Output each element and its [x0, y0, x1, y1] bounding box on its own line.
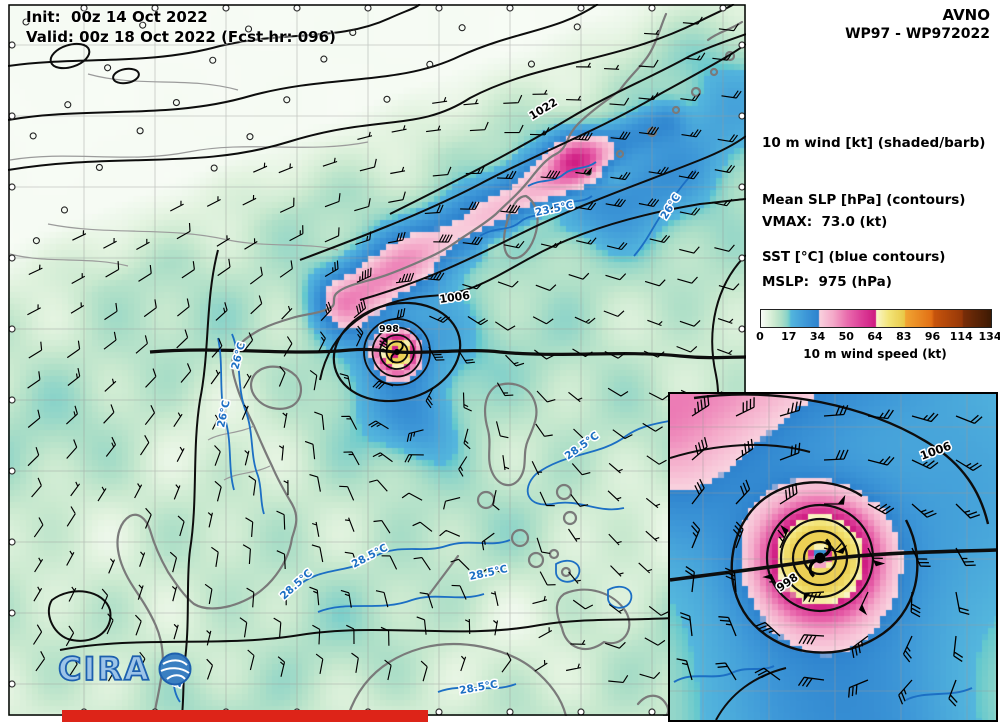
colorbar-tick: 0: [756, 330, 764, 343]
storm-slp-rings: [332, 301, 462, 403]
legend-line-slp: Mean SLP [hPa] (contours): [762, 192, 966, 208]
lat-lon-grid: [8, 4, 746, 716]
main-map: 1022 1006 998 23.5°C 26°C 26°C 26°C 28.5…: [8, 4, 746, 716]
slp-label-1022: 1022: [527, 96, 560, 123]
init-time-text: Init: 00z 14 Oct 2022: [26, 8, 208, 26]
colorbar-tick: 64: [867, 330, 883, 343]
inset-slp-label-1006: 1006: [918, 439, 953, 463]
colorbar-tick: 134: [978, 330, 1000, 343]
colorbar: 0 17 34 50 64 83 96 114 134 10 m wind sp…: [756, 309, 1000, 361]
inset-sst-contours: [673, 665, 973, 701]
slp-contours: [8, 4, 746, 716]
cira-logo-text: CIRA: [57, 649, 151, 689]
stats-block: VMAX: 73.0 (kt) MSLP: 975 (hPa): [762, 172, 892, 332]
vmax-value: VMAX: 73.0 (kt): [762, 214, 888, 230]
sst-label-28-5-scs2: 28.5°C: [278, 567, 315, 602]
inset-overlay: 1006 998: [670, 394, 996, 720]
legend-line-sst: SST [°C] (blue contours): [762, 249, 946, 265]
inset-slp-label-998: 998: [774, 571, 800, 595]
colorbar-tick: 114: [949, 330, 973, 343]
sst-label-28-5-e: 28.5°C: [563, 430, 602, 463]
slp-label-1006: 1006: [439, 289, 471, 306]
map-overlay: 1022 1006 998 23.5°C 26°C 26°C 26°C 28.5…: [8, 4, 746, 716]
colorbar-tick: 50: [838, 330, 854, 343]
sst-label-28-5-s: 28.5°C: [458, 678, 499, 697]
colorbar-tick: 17: [781, 330, 797, 343]
bottom-banner: [62, 710, 428, 722]
model-block: AVNO WP97 - WP972022: [845, 6, 990, 42]
globe-icon: [158, 652, 192, 686]
model-name: AVNO: [942, 6, 990, 24]
storm-zoom-inset: 1006 998: [668, 392, 998, 722]
sst-label-23-5: 23.5°C: [534, 199, 575, 219]
slp-label-998: 998: [379, 324, 399, 335]
calm-circles: [22, 18, 581, 245]
inset-wind-barbs: [676, 395, 983, 707]
mslp-value: MSLP: 975 (hPa): [762, 274, 892, 290]
colorbar-gradient: [760, 309, 992, 328]
colorbar-tick: 34: [809, 330, 826, 343]
legend-block: 10 m wind [kt] (shaded/barb) Mean SLP [h…: [762, 96, 985, 305]
sst-label-26-w1: 26°C: [229, 341, 248, 371]
sst-label-26-w2: 26°C: [215, 399, 233, 429]
sst-label-28-5-scs3: 28.5°C: [468, 563, 509, 583]
sst-label-26-ne: 26°C: [658, 192, 683, 222]
cira-logo: CIRA: [57, 649, 193, 689]
valid-time-text: Valid: 00z 18 Oct 2022 (Fcst hr: 096): [26, 28, 336, 46]
wind-barbs: [27, 16, 742, 683]
colorbar-title: 10 m wind speed (kt): [803, 347, 947, 361]
colorbar-ticks: 0 17 34 50 64 83 96 114 134: [756, 330, 1000, 344]
colorbar-tick: 83: [896, 330, 912, 343]
colorbar-tick: 96: [924, 330, 941, 343]
wind-field-canvas: [8, 4, 746, 716]
coastlines: [116, 12, 744, 716]
legend-line-wind: 10 m wind [kt] (shaded/barb): [762, 135, 986, 151]
storm-id: WP97 - WP972022: [845, 26, 990, 42]
contour-labels: 1022 1006 998 23.5°C 26°C 26°C 26°C 28.5…: [170, 94, 685, 698]
